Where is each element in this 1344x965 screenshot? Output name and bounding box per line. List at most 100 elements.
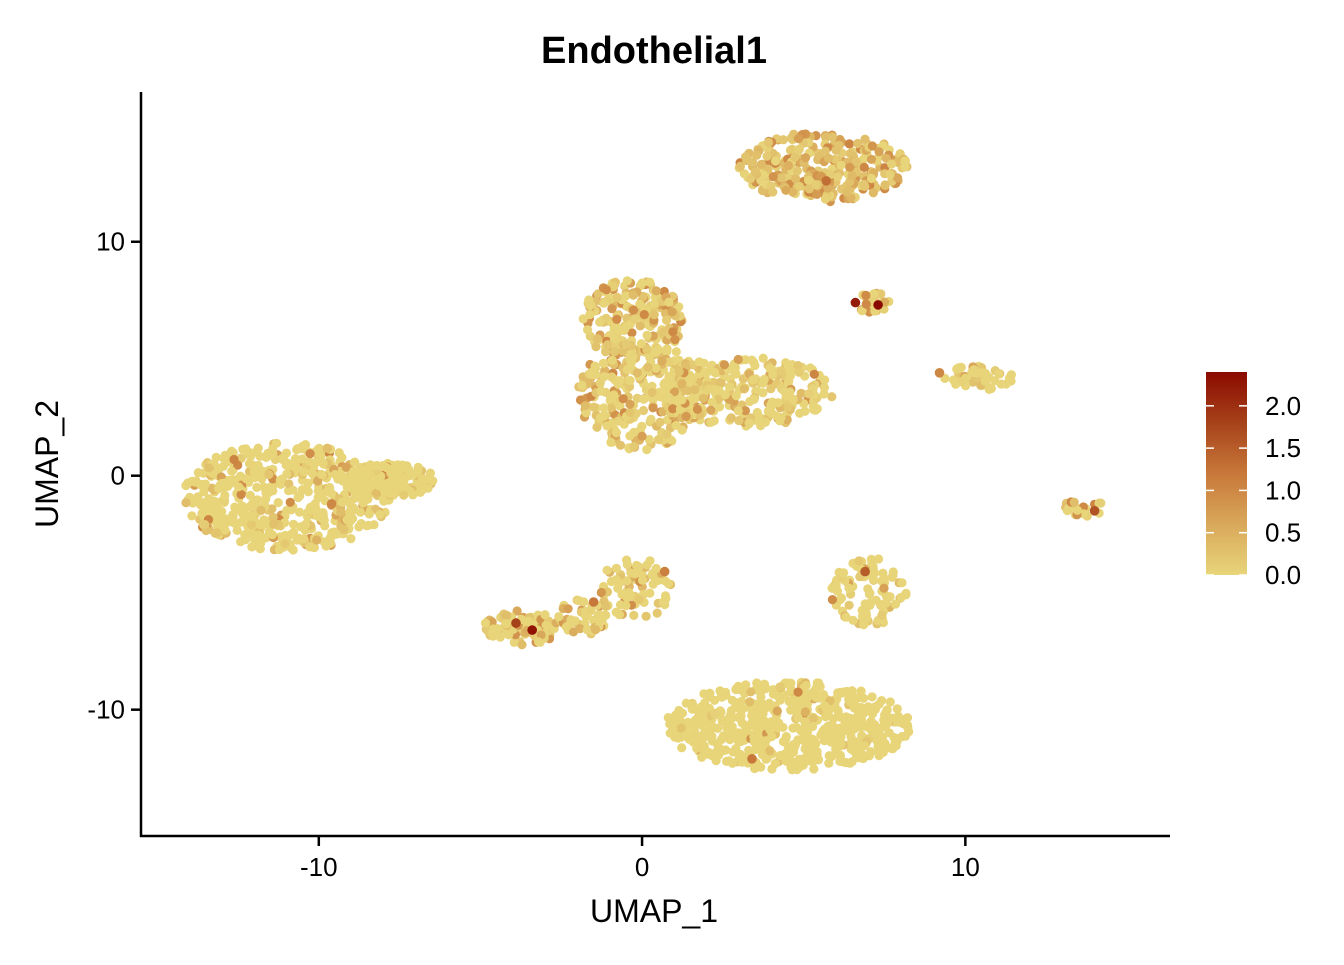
scatter-point <box>739 682 749 692</box>
y-axis-label: UMAP_2 <box>29 400 65 528</box>
scatter-point <box>746 687 756 697</box>
scatter-point <box>216 513 226 524</box>
scatter-point <box>676 732 686 742</box>
scatter-point <box>321 541 331 551</box>
scatter-point <box>716 378 726 388</box>
scatter-point <box>615 440 626 450</box>
scatter-point <box>324 483 335 493</box>
scatter-point <box>738 704 748 714</box>
scatter-point <box>763 406 773 416</box>
scatter-point <box>657 356 667 366</box>
scatter-point <box>561 622 572 632</box>
scatter-point <box>377 481 387 491</box>
scatter-point <box>289 527 299 538</box>
scatter-point <box>609 390 619 400</box>
scatter-point <box>885 170 895 180</box>
scatter-point <box>663 579 674 589</box>
scatter-point <box>305 449 315 459</box>
scatter-point <box>821 712 831 722</box>
scatter-point <box>853 138 863 149</box>
scatter-point <box>865 724 875 734</box>
scatter-point <box>255 519 265 530</box>
scatter-point <box>254 530 264 540</box>
scatter-point <box>706 405 716 415</box>
scatter-point <box>575 624 585 634</box>
scatter-point <box>826 737 836 747</box>
scatter-point <box>994 369 1004 379</box>
scatter-point <box>773 398 783 408</box>
scatter-point <box>288 545 298 555</box>
scatter-point <box>756 159 766 170</box>
scatter-point <box>622 576 632 586</box>
scatter-point <box>642 445 652 455</box>
scatter-point <box>642 345 652 355</box>
scatter-point <box>799 736 809 746</box>
scatter-point <box>900 731 911 741</box>
scatter-point <box>844 691 854 702</box>
scatter-point <box>836 593 847 603</box>
scatter-point <box>252 482 262 492</box>
highlighted-point <box>934 368 945 378</box>
scatter-point <box>867 141 878 151</box>
scatter-point <box>592 334 603 344</box>
scatter-point <box>876 289 886 299</box>
scatter-point <box>719 360 730 370</box>
scatter-point <box>866 154 877 164</box>
scatter-point <box>193 468 203 478</box>
scatter-point <box>668 327 678 337</box>
scatter-point <box>800 153 811 163</box>
scatter-point <box>818 690 829 700</box>
scatter-point <box>733 406 743 416</box>
scatter-point <box>751 761 761 771</box>
scatter-point <box>187 476 197 486</box>
scatter-point <box>211 452 221 462</box>
scatter-point <box>342 515 352 525</box>
scatter-point <box>860 134 870 144</box>
scatter-point <box>625 375 635 386</box>
scatter-point <box>608 281 619 291</box>
scatter-point <box>344 507 355 517</box>
scatter-point <box>622 364 632 375</box>
scatter-point <box>628 305 639 315</box>
scatter-point <box>880 180 890 190</box>
scatter-point <box>896 592 906 603</box>
scatter-point <box>749 357 759 368</box>
scatter-point <box>876 744 887 754</box>
scatter-point <box>984 384 994 394</box>
scatter-point <box>585 309 595 320</box>
scatter-point <box>670 335 680 345</box>
scatter-point <box>637 575 648 585</box>
scatter-point <box>626 357 637 368</box>
scatter-point <box>563 604 573 614</box>
scatter-point <box>601 347 611 357</box>
scatter-point <box>502 610 512 621</box>
scatter-point <box>731 699 742 709</box>
scatter-point <box>803 175 814 185</box>
scatter-point <box>646 414 656 424</box>
scatter-point <box>731 391 741 401</box>
scatter-point <box>578 314 588 324</box>
scatter-point <box>607 372 617 382</box>
scatter-point <box>241 474 251 484</box>
scatter-point <box>358 498 368 508</box>
scatter-point <box>602 421 612 431</box>
scatter-point <box>269 519 279 529</box>
scatter-point <box>722 723 732 733</box>
scatter-point <box>674 367 684 377</box>
scatter-point <box>591 625 601 635</box>
highlighted-point <box>326 499 337 509</box>
scatter-point <box>378 461 388 471</box>
scatter-point <box>607 355 617 365</box>
scatter-point <box>827 132 837 142</box>
scatter-point <box>847 171 857 181</box>
scatter-point <box>615 376 625 386</box>
scatter-point <box>730 363 741 373</box>
y-tick-label: 0 <box>111 461 125 491</box>
scatter-point <box>621 339 631 350</box>
scatter-point <box>337 453 347 463</box>
scatter-point <box>775 416 785 426</box>
scatter-point <box>337 497 347 507</box>
scatter-point <box>874 554 884 564</box>
scatter-point <box>996 379 1006 389</box>
scatter-point <box>808 401 818 411</box>
